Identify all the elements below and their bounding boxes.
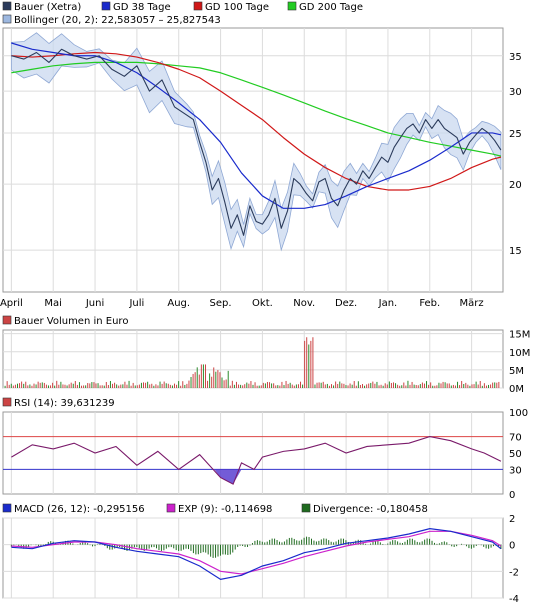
volume-y-tick: 10M xyxy=(509,348,530,359)
volume-y-tick: 0M xyxy=(509,384,524,395)
volume-y-tick: 5M xyxy=(509,366,524,377)
rsi-y-tick: 0 xyxy=(509,490,515,501)
volume-plot-area xyxy=(2,329,504,389)
volume-y-tick: 15M xyxy=(509,330,530,341)
rsi-y-tick: 100 xyxy=(509,408,528,419)
price-plot-area xyxy=(2,27,504,293)
legend-swatch xyxy=(2,315,12,325)
rsi-y-tick: 50 xyxy=(509,449,522,460)
rsi-line xyxy=(11,436,502,485)
macd-y-tick: 0 xyxy=(509,541,515,552)
legend-swatch xyxy=(101,1,111,11)
month-label: März xyxy=(460,298,484,309)
legend-label: MACD (26, 12): -0,295156 xyxy=(14,504,145,515)
price-y-tick: 15 xyxy=(509,246,522,257)
legend-swatch xyxy=(166,503,176,513)
month-label: Okt. xyxy=(252,298,273,309)
legend-label: GD 100 Tage xyxy=(205,2,269,13)
macd-y-tick: 2 xyxy=(509,514,515,525)
gd200-line xyxy=(11,61,502,157)
gd100-line xyxy=(11,51,502,191)
month-label: Juli xyxy=(128,298,144,309)
month-label: Nov. xyxy=(293,298,315,309)
legend-swatch xyxy=(2,397,12,407)
price-y-tick: 20 xyxy=(509,180,522,191)
month-label: Sep. xyxy=(210,298,232,309)
month-label: Aug. xyxy=(167,298,190,309)
macd-line xyxy=(11,528,502,580)
legend-label: EXP (9): -0,114698 xyxy=(178,504,272,515)
rsi-plot-area xyxy=(2,411,504,495)
close-price-line xyxy=(11,48,502,236)
macd-plot-area xyxy=(2,517,504,599)
month-label: Feb. xyxy=(419,298,440,309)
month-label: Jan. xyxy=(378,298,398,309)
macd-y-tick: -2 xyxy=(509,567,519,578)
month-label: Juni xyxy=(85,298,104,309)
legend-label: GD 38 Tage xyxy=(113,2,171,13)
legend-swatch xyxy=(287,1,297,11)
rsi-y-tick: 70 xyxy=(509,433,522,444)
legend-swatch xyxy=(193,1,203,11)
legend-label: Divergence: -0,180458 xyxy=(313,504,428,515)
legend-swatch xyxy=(301,503,311,513)
legend-swatch xyxy=(2,14,12,24)
legend-label: Bollinger (20, 2): 22,583057 – 25,827543 xyxy=(14,15,221,26)
legend-swatch xyxy=(2,1,12,11)
rsi-y-tick: 30 xyxy=(509,465,522,476)
price-y-tick: 25 xyxy=(509,129,522,140)
month-label: Dez. xyxy=(335,298,357,309)
legend-swatch xyxy=(2,503,12,513)
month-label: Mai xyxy=(44,298,62,309)
legend-label: Bauer Volumen in Euro xyxy=(14,316,128,327)
legend-label: RSI (14): 39,631239 xyxy=(14,398,115,409)
macd-y-tick: -4 xyxy=(509,594,519,605)
month-label: April xyxy=(0,298,23,309)
legend-label: GD 200 Tage xyxy=(299,2,363,13)
price-y-tick: 30 xyxy=(509,87,522,98)
price-y-tick: 35 xyxy=(509,52,522,63)
gd38-line xyxy=(11,42,502,209)
legend-label: Bauer (Xetra) xyxy=(14,2,81,13)
